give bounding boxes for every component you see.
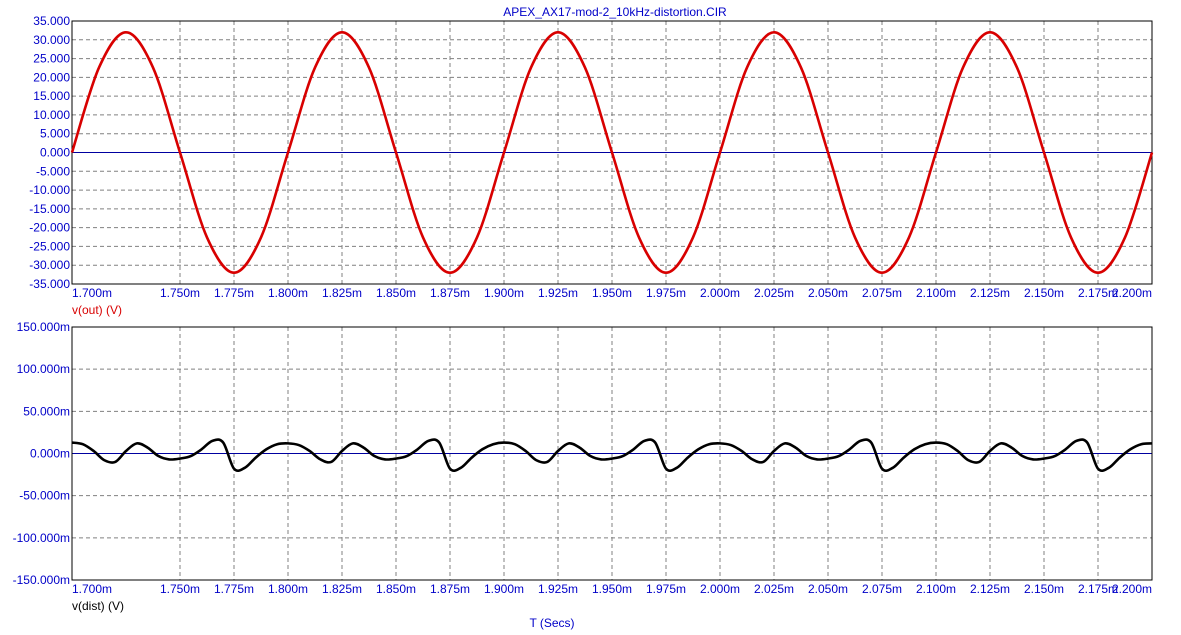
y-tick-label: -20.000	[29, 221, 70, 235]
series-line-vout	[70, 30, 1154, 275]
y-tick-label: 150.000m	[17, 320, 70, 334]
x-tick-label: 2.050m	[808, 286, 848, 300]
x-tick-label: 1.850m	[376, 582, 416, 596]
y-tick-label: -25.000	[29, 239, 70, 253]
x-tick-label: 2.200m	[1112, 286, 1152, 300]
x-tick-label: 2.000m	[700, 582, 740, 596]
bottom-panel-vdist: 150.000m 100.000m 50.000m 0.000m -50.000m -10…	[13, 320, 1153, 596]
y-tick-label: 0.000	[40, 146, 70, 160]
x-tick-label: 2.075m	[862, 582, 902, 596]
x-tick-label: 1.900m	[484, 582, 524, 596]
x-tick-label: 1.750m	[160, 582, 200, 596]
y-tick-label: 5.000	[40, 127, 70, 141]
x-tick-label: 1.700m	[72, 286, 112, 300]
x-tick-label: 1.775m	[214, 582, 254, 596]
x-tick-label: 1.925m	[538, 582, 578, 596]
y-tick-label: -150.000m	[13, 573, 70, 587]
x-tick-label: 1.875m	[430, 286, 470, 300]
x-tick-label: 1.800m	[268, 286, 308, 300]
y-tick-label: -15.000	[29, 202, 70, 216]
x-tick-label: 1.775m	[214, 286, 254, 300]
y-tick-label: -30.000	[29, 258, 70, 272]
x-axis-label: T (Secs)	[529, 616, 574, 630]
top-panel-vout: 35.000 30.000 25.000 20.000 15.000 10.000 5.00…	[29, 14, 1154, 300]
y-tick-label: 35.000	[33, 14, 70, 28]
x-tick-label: 2.175m	[1078, 286, 1118, 300]
bottom-panel-ylabel: v(dist) (V)	[72, 599, 124, 613]
x-tick-label: 2.025m	[754, 286, 794, 300]
x-tick-label: 2.125m	[970, 582, 1010, 596]
y-tick-label: -50.000m	[19, 489, 70, 503]
x-tick-label: 2.150m	[1024, 582, 1064, 596]
x-tick-label: 1.900m	[484, 286, 524, 300]
x-tick-label: 1.925m	[538, 286, 578, 300]
x-tick-label: 1.825m	[322, 582, 362, 596]
y-tick-label: -10.000	[29, 183, 70, 197]
y-tick-label: -5.000	[36, 164, 70, 178]
x-tick-label: 2.125m	[970, 286, 1010, 300]
y-tick-label: 50.000m	[23, 404, 70, 418]
y-tick-label: 30.000	[33, 33, 70, 47]
x-tick-label: 2.050m	[808, 582, 848, 596]
plot-frame	[71, 326, 1153, 581]
x-tick-label: 2.100m	[916, 286, 956, 300]
x-tick-label: 2.200m	[1112, 582, 1152, 596]
y-tick-label: 100.000m	[17, 362, 70, 376]
top-panel-ylabel: v(out) (V)	[72, 303, 122, 317]
x-tick-label: 1.750m	[160, 286, 200, 300]
x-tick-label: 1.950m	[592, 286, 632, 300]
x-tick-label: 1.825m	[322, 286, 362, 300]
x-tick-label: 1.875m	[430, 582, 470, 596]
x-tick-label: 1.700m	[72, 582, 112, 596]
x-tick-label: 2.000m	[700, 286, 740, 300]
y-tick-label: 10.000	[33, 108, 70, 122]
x-tick-label: 1.800m	[268, 582, 308, 596]
x-tick-label: 2.100m	[916, 582, 956, 596]
x-tick-label: 1.975m	[646, 286, 686, 300]
x-tick-label: 1.850m	[376, 286, 416, 300]
series-line-vdist	[71, 438, 1153, 473]
y-tick-label: 15.000	[33, 89, 70, 103]
y-tick-label: -100.000m	[13, 531, 70, 545]
y-tick-label: 0.000m	[30, 447, 70, 461]
x-tick-label: 2.025m	[754, 582, 794, 596]
y-tick-label: 20.000	[33, 70, 70, 84]
x-tick-label: 2.075m	[862, 286, 902, 300]
y-tick-label: -35.000	[29, 277, 70, 291]
y-tick-label: 25.000	[33, 52, 70, 66]
chart-title: APEX_AX17-mod-2_10kHz-distortion.CIR	[503, 5, 727, 19]
x-tick-label: 1.975m	[646, 582, 686, 596]
x-tick-label: 2.150m	[1024, 286, 1064, 300]
x-tick-label: 1.950m	[592, 582, 632, 596]
x-tick-label: 2.175m	[1078, 582, 1118, 596]
